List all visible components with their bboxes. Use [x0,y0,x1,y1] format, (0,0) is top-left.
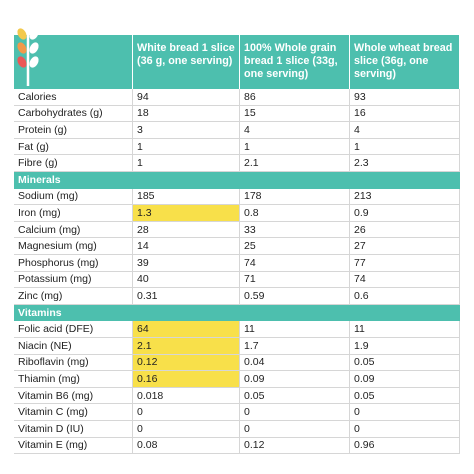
cell-value: 1 [240,138,350,156]
cell-value: 2.1 [133,338,240,355]
cell-value: 33 [240,221,350,239]
cell-value: 0.05 [350,354,460,372]
row-label: Calories [14,89,133,106]
row-label: Niacin (NE) [14,338,133,355]
cell-value: 77 [350,255,460,272]
column-header: White bread 1 slice (36 g, one serving) [133,35,240,89]
cell-value: 1.9 [350,338,460,355]
cell-value: 178 [240,188,350,206]
cell-value: 0 [240,404,350,421]
cell-value: 0.018 [133,387,240,405]
row-label: Iron (mg) [14,205,133,222]
column-header: 100% Whole grain bread 1 slice (33g, one… [240,35,350,89]
cell-value: 11 [240,321,350,338]
cell-value: 28 [133,221,240,239]
cell-value: 0.05 [240,387,350,405]
row-label: Potassium (mg) [14,271,133,289]
cell-value: 3 [133,122,240,139]
row-label: Vitamin D (IU) [14,421,133,438]
cell-value: 71 [240,271,350,289]
cell-value: 0 [240,421,350,438]
cell-value: 0.8 [240,205,350,222]
cell-value: 0.08 [133,437,240,455]
column-header: Whole wheat bread slice (36g, one servin… [350,35,460,89]
row-label: Fat (g) [14,138,133,156]
cell-value: 25 [240,238,350,255]
row-label: Riboflavin (mg) [14,354,133,372]
cell-value: 1 [133,138,240,156]
cell-value: 14 [133,238,240,255]
row-label: Magnesium (mg) [14,238,133,255]
cell-value: 18 [133,105,240,123]
cell-value: 64 [133,321,240,338]
cell-value: 0.09 [350,371,460,388]
cell-value: 11 [350,321,460,338]
cell-value: 213 [350,188,460,206]
cell-value: 0 [350,421,460,438]
cell-value: 1.7 [240,338,350,355]
cell-value: 0 [133,404,240,421]
row-label: Vitamin B6 (mg) [14,387,133,405]
wheat-icon [17,10,39,86]
cell-value: 0.16 [133,371,240,388]
cell-value: 0.12 [133,354,240,372]
cell-value: 39 [133,255,240,272]
cell-value: 93 [350,89,460,106]
section-header: Minerals [14,172,460,189]
cell-value: 1 [350,138,460,156]
cell-value: 74 [240,255,350,272]
cell-value: 185 [133,188,240,206]
section-header: Vitamins [14,304,460,322]
cell-value: 0.96 [350,437,460,455]
cell-value: 27 [350,238,460,255]
cell-value: 0.31 [133,288,240,305]
row-label: Vitamin E (mg) [14,437,133,455]
row-label: Sodium (mg) [14,188,133,206]
row-label: Thiamin (mg) [14,371,133,388]
row-label: Fibre (g) [14,155,133,172]
cell-value: 74 [350,271,460,289]
cell-value: 86 [240,89,350,106]
cell-value: 1 [133,155,240,172]
cell-value: 94 [133,89,240,106]
row-label: Vitamin C (mg) [14,404,133,421]
row-label: Calcium (mg) [14,221,133,239]
row-label: Protein (g) [14,122,133,139]
row-label: Carbohydrates (g) [14,105,133,123]
cell-value: 1.3 [133,205,240,222]
cell-value: 40 [133,271,240,289]
cell-value: 0.12 [240,437,350,455]
cell-value: 4 [240,122,350,139]
cell-value: 16 [350,105,460,123]
cell-value: 0.6 [350,288,460,305]
cell-value: 2.3 [350,155,460,172]
cell-value: 0.9 [350,205,460,222]
cell-value: 0 [133,421,240,438]
row-label: Zinc (mg) [14,288,133,305]
cell-value: 0.04 [240,354,350,372]
cell-value: 26 [350,221,460,239]
cell-value: 0.09 [240,371,350,388]
cell-value: 0.59 [240,288,350,305]
cell-value: 0.05 [350,387,460,405]
cell-value: 15 [240,105,350,123]
cell-value: 2.1 [240,155,350,172]
row-label: Folic acid (DFE) [14,321,133,338]
cell-value: 0 [350,404,460,421]
row-label: Phosphorus (mg) [14,255,133,272]
cell-value: 4 [350,122,460,139]
